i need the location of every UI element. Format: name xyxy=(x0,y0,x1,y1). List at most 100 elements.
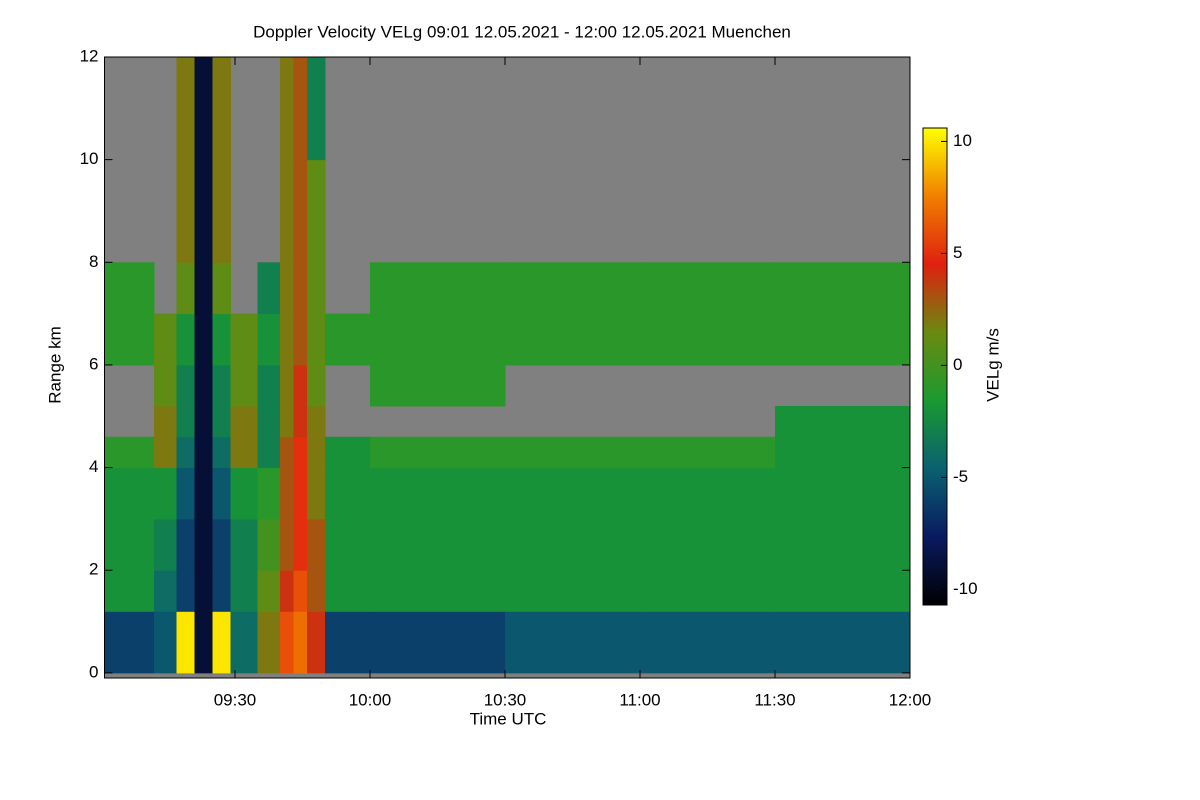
heat-cell xyxy=(212,518,231,571)
y-tick-label: 6 xyxy=(89,354,98,373)
colorbar-tick-label: 5 xyxy=(953,243,962,262)
heat-cell xyxy=(194,467,213,520)
heat-cell xyxy=(257,570,281,612)
heat-cell xyxy=(154,467,177,520)
heat-cell xyxy=(640,436,776,469)
heat-cell xyxy=(640,313,776,366)
heat-cell xyxy=(505,611,641,674)
heat-cell xyxy=(325,313,371,366)
heat-cell xyxy=(176,159,195,263)
heat-cell xyxy=(307,436,326,469)
heat-cell xyxy=(194,57,213,161)
heat-cell xyxy=(230,570,258,612)
heat-cell xyxy=(176,518,195,571)
colorbar-tick-label: -5 xyxy=(953,467,968,486)
heat-cell xyxy=(104,518,155,571)
heat-cell xyxy=(505,262,641,315)
colorbar-tick-label: -10 xyxy=(953,579,978,598)
heat-cell xyxy=(104,313,155,366)
heat-cell xyxy=(154,313,177,366)
heat-cell xyxy=(307,262,326,315)
heat-cell xyxy=(154,611,177,674)
colorbar xyxy=(922,127,948,606)
heat-cell xyxy=(176,262,195,315)
heat-cell xyxy=(194,364,213,407)
y-tick-label: 10 xyxy=(80,149,99,168)
heat-cell xyxy=(230,467,258,520)
heat-cell xyxy=(325,436,371,469)
heat-cell xyxy=(230,611,258,674)
heat-cell xyxy=(370,262,506,315)
heat-cell xyxy=(307,518,326,571)
heat-cell xyxy=(194,611,213,674)
heat-cell xyxy=(212,262,231,315)
heat-cell xyxy=(154,570,177,612)
heat-cell xyxy=(230,436,258,469)
heat-cell xyxy=(370,518,506,571)
heat-cell xyxy=(775,262,911,315)
heat-cell xyxy=(176,57,195,161)
heat-cell xyxy=(194,262,213,315)
heat-cell xyxy=(775,467,911,520)
heat-cell xyxy=(775,405,911,438)
heat-cell xyxy=(640,570,776,612)
heat-cell xyxy=(293,159,308,263)
heat-cell xyxy=(280,467,294,520)
heat-cell xyxy=(280,570,294,612)
heat-cell xyxy=(176,364,195,407)
heat-cell xyxy=(176,467,195,520)
heat-cell xyxy=(307,467,326,520)
heat-cell xyxy=(194,518,213,571)
heat-cell xyxy=(293,436,308,469)
x-tick-label: 10:00 xyxy=(349,690,392,709)
heat-cell xyxy=(307,159,326,263)
y-tick-label: 4 xyxy=(89,457,98,476)
heat-cell xyxy=(104,611,155,674)
y-tick-label: 0 xyxy=(89,662,98,681)
chart-title: Doppler Velocity VELg 09:01 12.05.2021 -… xyxy=(253,22,791,41)
heat-cell xyxy=(280,57,294,161)
heat-cell xyxy=(212,159,231,263)
heat-cell xyxy=(640,611,776,674)
heat-cell xyxy=(280,611,294,674)
heat-cell xyxy=(370,611,506,674)
heat-cell xyxy=(280,313,294,366)
heat-cell xyxy=(293,262,308,315)
colorbar-tick-label: 10 xyxy=(953,131,972,150)
heat-cell xyxy=(370,436,506,469)
plot-frame xyxy=(104,56,911,679)
heat-cell xyxy=(176,611,195,674)
heat-cell xyxy=(104,262,155,315)
heat-cell xyxy=(370,364,506,407)
heat-cell xyxy=(230,405,258,438)
heat-cell xyxy=(154,364,177,407)
heat-cell xyxy=(505,313,641,366)
heat-cell xyxy=(176,313,195,366)
heat-cell xyxy=(640,518,776,571)
y-axis-label: Range km xyxy=(45,326,64,403)
heat-cell xyxy=(307,364,326,407)
heat-cell xyxy=(280,262,294,315)
heat-cell xyxy=(370,570,506,612)
x-tick-label: 12:00 xyxy=(889,690,932,709)
heat-cell xyxy=(257,436,281,469)
heat-cell xyxy=(194,405,213,438)
heat-cell xyxy=(307,313,326,366)
heat-cell xyxy=(154,405,177,438)
heat-cell xyxy=(212,611,231,674)
heat-cell xyxy=(280,436,294,469)
heat-cell xyxy=(104,436,155,469)
x-tick-label: 11:00 xyxy=(619,690,660,709)
heat-cell xyxy=(293,313,308,366)
heat-cell xyxy=(194,313,213,366)
heat-cell xyxy=(307,405,326,438)
y-tick-label: 12 xyxy=(80,46,99,65)
heat-cell xyxy=(230,313,258,366)
heat-cell xyxy=(257,364,281,407)
heat-cell xyxy=(257,405,281,438)
heat-cell xyxy=(325,467,371,520)
heat-cell xyxy=(194,570,213,612)
heat-cell xyxy=(176,405,195,438)
heat-cell xyxy=(212,570,231,612)
heat-cell xyxy=(505,518,641,571)
